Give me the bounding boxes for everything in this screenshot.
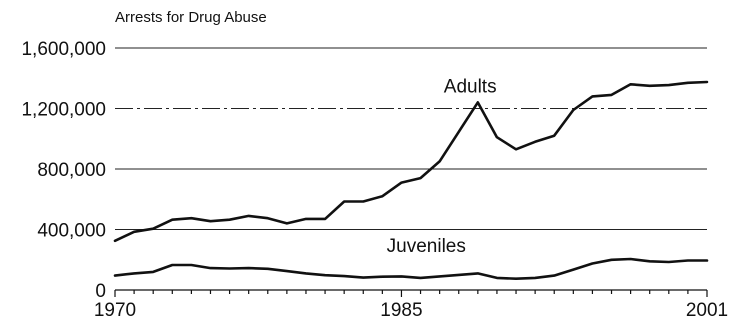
- series-label-juveniles: Juveniles: [387, 236, 466, 257]
- y-tick-label-0: 0: [95, 281, 106, 302]
- series-lines: [113, 80, 709, 281]
- series-line-adults: [113, 80, 709, 243]
- y-tick-labels: 0 400,000 800,000 1,200,000 1,600,000: [21, 39, 106, 302]
- y-tick-label-1200000: 1,200,000: [21, 100, 106, 121]
- x-tick-label-1970: 1970: [94, 300, 136, 321]
- chart-title: Arrests for Drug Abuse: [115, 9, 267, 26]
- y-tick-label-1600000: 1,600,000: [21, 39, 106, 60]
- series-line-juveniles: [113, 257, 709, 281]
- series-labels: Adults Juveniles: [387, 76, 497, 256]
- x-tick-label-2001: 2001: [686, 300, 728, 321]
- x-tick-labels: 1970 1985 2001: [94, 300, 728, 321]
- grid-lines: [115, 47, 707, 230]
- series-label-adults: Adults: [444, 76, 497, 97]
- y-tick-label-800000: 800,000: [37, 160, 106, 181]
- x-tick-label-1985: 1985: [380, 300, 422, 321]
- y-tick-label-400000: 400,000: [37, 221, 106, 242]
- axes: [114, 289, 708, 297]
